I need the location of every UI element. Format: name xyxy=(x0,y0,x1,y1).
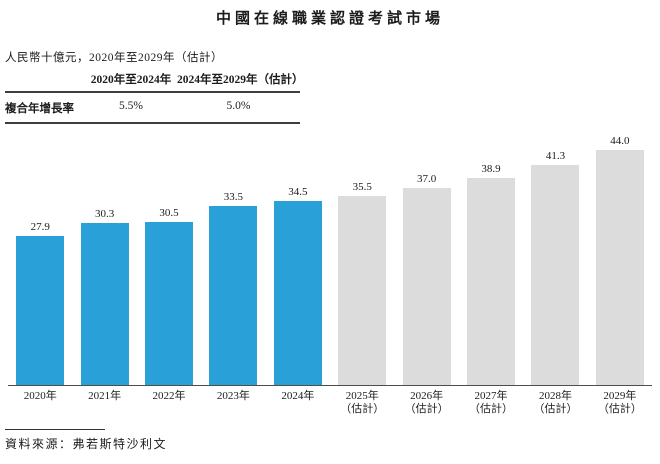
x-axis-year: 2027年 xyxy=(474,390,508,402)
chart-column: 38.9 xyxy=(459,162,523,385)
bar-value-label: 37.0 xyxy=(417,172,437,185)
x-axis-label: 2028年 （估計） xyxy=(523,386,587,416)
page-title: 中國在線職業認證考試市場 xyxy=(215,11,444,27)
x-axis-year: 2028年 xyxy=(538,390,572,402)
x-axis-year: 2029年 xyxy=(603,390,637,402)
forecast-bar xyxy=(338,195,387,385)
bar-value-label: 34.5 xyxy=(288,186,308,198)
historical-bar xyxy=(273,201,322,385)
chart-column: 41.3 xyxy=(523,150,587,385)
forecast-bar xyxy=(595,150,644,385)
x-axis-estimate-note: （估計） xyxy=(340,403,385,415)
x-axis-estimate-note: （估計） xyxy=(533,403,578,415)
x-axis-label: 2026年 （估計） xyxy=(394,386,458,416)
cagr-table-data-row: 複合年增長率 5.5% 5.0% xyxy=(5,93,300,124)
x-axis-year: 2023年 xyxy=(216,390,250,402)
bar-value-label: 30.3 xyxy=(94,208,115,221)
cagr-table-header-row: 2020年至2024年 2024年至2029年（估計） xyxy=(5,71,304,93)
chart-column: 30.5 xyxy=(137,207,201,385)
chart-column: 35.5 xyxy=(330,181,394,385)
cagr-value-2024-2029: 5.0% xyxy=(226,100,251,112)
x-axis-label: 2027年 （估計） xyxy=(459,386,523,416)
chart-unit-subtitle: 人民幣十億元，2020年至2029年（估計） xyxy=(5,52,223,64)
x-axis-estimate-note: （估計） xyxy=(404,403,449,415)
cagr-column-header-2020-2024: 2020年至2024年 xyxy=(90,74,172,86)
bar-value-label: 30.5 xyxy=(159,207,179,220)
forecast-bar xyxy=(531,164,580,385)
chart-column: 33.5 xyxy=(201,191,265,385)
bar-value-label: 38.9 xyxy=(481,162,501,175)
chart-column: 44.0 xyxy=(588,135,652,385)
cagr-value-2020-2024: 5.5% xyxy=(119,100,143,112)
x-axis-estimate-note: （估計） xyxy=(597,403,642,415)
cagr-table: 2020年至2024年 2024年至2029年（估計） 複合年增長率 5.5% … xyxy=(5,71,304,124)
cagr-row-label: 複合年增長率 xyxy=(5,103,74,115)
bar-value-label: 27.9 xyxy=(30,221,50,234)
bar-value-label: 35.5 xyxy=(352,180,372,193)
x-axis-label: 2022年 xyxy=(137,386,201,416)
x-axis-year: 2022年 xyxy=(152,390,186,402)
source-divider xyxy=(5,429,105,430)
historical-bar xyxy=(16,236,65,385)
x-axis-year: 2026年 xyxy=(410,390,444,402)
forecast-bar xyxy=(467,177,516,385)
chart-column: 37.0 xyxy=(394,173,458,385)
x-axis-year: 2020年 xyxy=(23,390,57,402)
x-axis-year: 2021年 xyxy=(88,390,122,402)
historical-bar xyxy=(145,222,194,385)
plot-area: 27.9 30.3 30.5 33.5 34.5 35.5 37.0 38.9 41.3 44.0 xyxy=(8,135,652,386)
x-axis-label: 2023年 xyxy=(201,386,265,416)
forecast-bar xyxy=(402,187,451,385)
x-axis-label: 2029年 （估計） xyxy=(588,386,652,416)
x-axis-year: 2025年 xyxy=(345,390,379,402)
bar-value-label: 33.5 xyxy=(223,191,244,204)
x-axis-year: 2024年 xyxy=(281,390,315,402)
chart-column: 34.5 xyxy=(266,186,330,385)
x-axis-label: 2021年 xyxy=(72,386,136,416)
cagr-column-header-2024-2029: 2024年至2029年（估計） xyxy=(177,74,304,86)
x-axis: 2020年 2021年 2022年 2023年 2024年 2025年 （估計） 2026年（… xyxy=(8,386,652,416)
chart-column: 30.3 xyxy=(72,208,136,385)
x-axis-label: 2025年 （估計） xyxy=(330,386,394,416)
historical-bar xyxy=(209,206,258,385)
source-note: 資料來源：弗若斯特沙利文 xyxy=(5,437,168,451)
bar-value-label: 41.3 xyxy=(545,149,566,162)
x-axis-label: 2020年 xyxy=(8,386,72,416)
historical-bar xyxy=(80,223,129,385)
bar-chart: 27.9 30.3 30.5 33.5 34.5 35.5 37.0 38.9 41.3 44.0… xyxy=(8,135,652,416)
x-axis-estimate-note: （估計） xyxy=(469,403,514,415)
bar-value-label: 44.0 xyxy=(610,135,630,148)
x-axis-label: 2024年 xyxy=(266,386,330,416)
chart-column: 27.9 xyxy=(8,221,72,385)
